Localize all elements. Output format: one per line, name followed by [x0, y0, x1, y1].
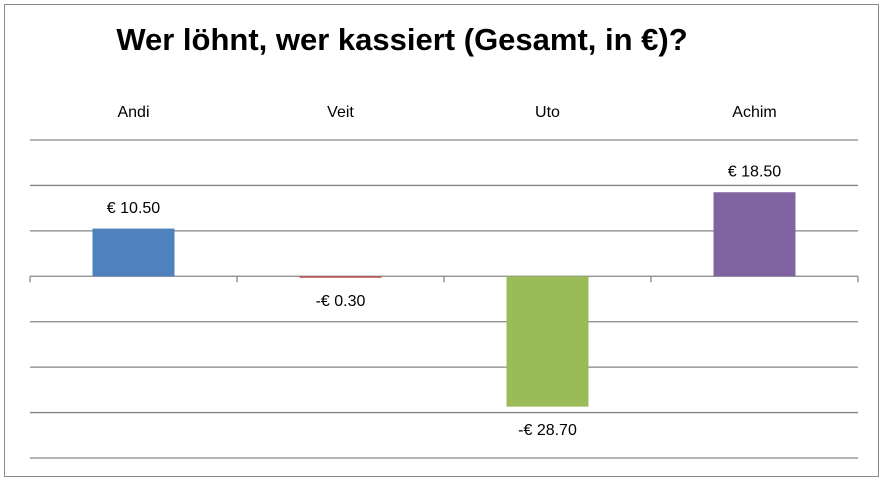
x-tick-label: Andi [117, 104, 149, 121]
data-label: -€ 28.70 [518, 422, 577, 439]
bar [92, 228, 175, 277]
x-tick-label: Veit [327, 104, 354, 121]
bar [299, 276, 382, 278]
data-label: -€ 0.30 [316, 293, 366, 310]
bar [713, 192, 796, 277]
chart-title: Wer löhnt, wer kassiert (Gesamt, in €)? [116, 22, 687, 57]
data-label: € 18.50 [728, 163, 781, 180]
data-label: € 10.50 [107, 200, 160, 217]
x-tick-label: Achim [732, 104, 776, 121]
x-tick-label: Uto [535, 104, 560, 121]
bar [506, 276, 589, 407]
